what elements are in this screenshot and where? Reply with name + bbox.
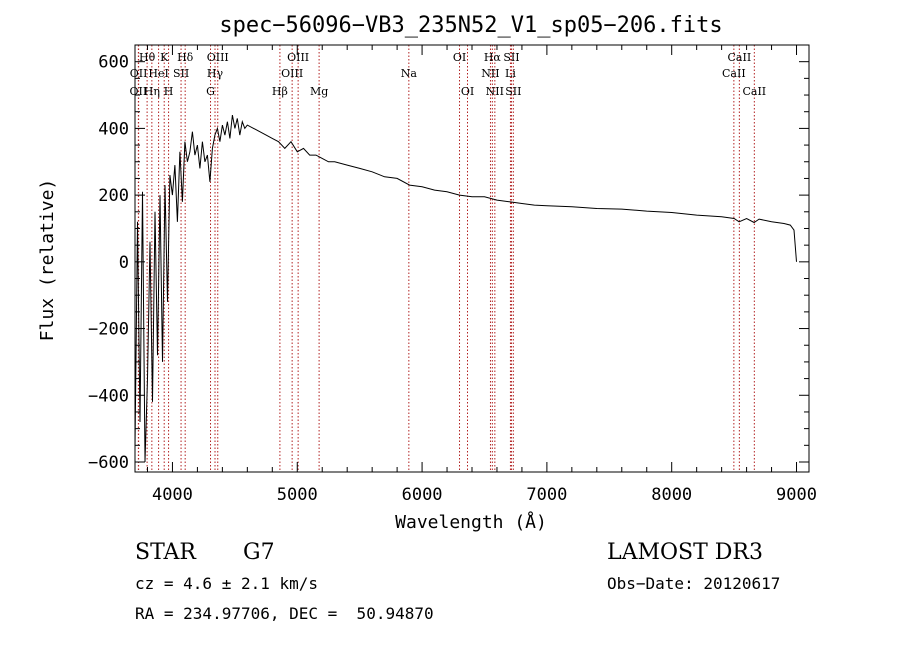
object-type: STAR [135,540,196,565]
line-label: NII [486,85,504,98]
line-label: Hθ [139,51,156,64]
emission-line-labels: OII OII Hθ Hη HeI K H SII Hδ G Hγ OIII Hβ OIII OIII Mg N… [130,51,767,98]
y-tick-label: −400 [88,386,129,406]
x-tick-label: 7000 [526,485,567,505]
line-label: SII [505,85,521,98]
line-label: H [164,85,174,98]
x-axis: 4000 5000 6000 7000 8000 9000 [146,45,817,505]
line-label: SII [503,51,519,64]
line-label: OI [461,85,474,98]
line-label: SII [173,67,189,80]
emission-line-markers [137,45,755,472]
line-label: Hβ [272,85,288,98]
line-label: NII [481,67,499,80]
y-tick-label: 200 [98,186,129,206]
line-label: Hη [144,85,160,98]
line-label: OIII [207,51,229,64]
redshift-value: cz = 4.6 ± 2.1 km/s [135,574,319,593]
line-label: OIII [287,51,309,64]
x-tick-label: 9000 [776,485,817,505]
line-label: K [160,51,169,64]
x-axis-label: Wavelength (Å) [395,511,547,533]
line-label: HeI [148,67,168,80]
y-axis: −600 −400 −200 0 200 400 600 [88,53,809,473]
object-subclass: G7 [243,540,275,565]
y-tick-label: −600 [88,453,129,473]
observation-date: Obs−Date: 20120617 [607,574,781,593]
line-label: OIII [281,67,303,80]
survey-name: LAMOST DR3 [607,540,763,565]
x-tick-label: 4000 [152,485,193,505]
line-label: CaII [728,51,752,64]
coordinates: RA = 234.97706, DEC = 50.94870 [135,604,434,623]
line-label: Mg [310,85,328,98]
y-tick-label: 0 [119,253,129,273]
x-tick-label: 8000 [651,485,692,505]
line-label: Hγ [207,67,224,80]
line-label: G [206,85,215,98]
plot-frame [134,44,810,473]
line-label: CaII [742,85,766,98]
x-tick-label: 5000 [277,485,318,505]
line-label: OII [130,67,148,80]
line-label: Na [401,67,418,80]
chart-title: spec−56096−VB3_235N52_V1_sp05−206.fits [219,13,722,38]
line-label: OI [453,51,466,64]
y-tick-label: −200 [88,320,129,340]
line-label: Hα [484,51,502,64]
line-label: Hδ [177,51,194,64]
y-tick-label: 600 [98,53,129,73]
y-tick-label: 400 [98,119,129,139]
line-label: CaII [722,67,746,80]
line-label: Li [505,67,516,80]
x-tick-label: 6000 [402,485,443,505]
spectrum-line [134,115,797,463]
line-label: OII [130,85,148,98]
y-axis-label: Flux (relative) [37,179,58,342]
